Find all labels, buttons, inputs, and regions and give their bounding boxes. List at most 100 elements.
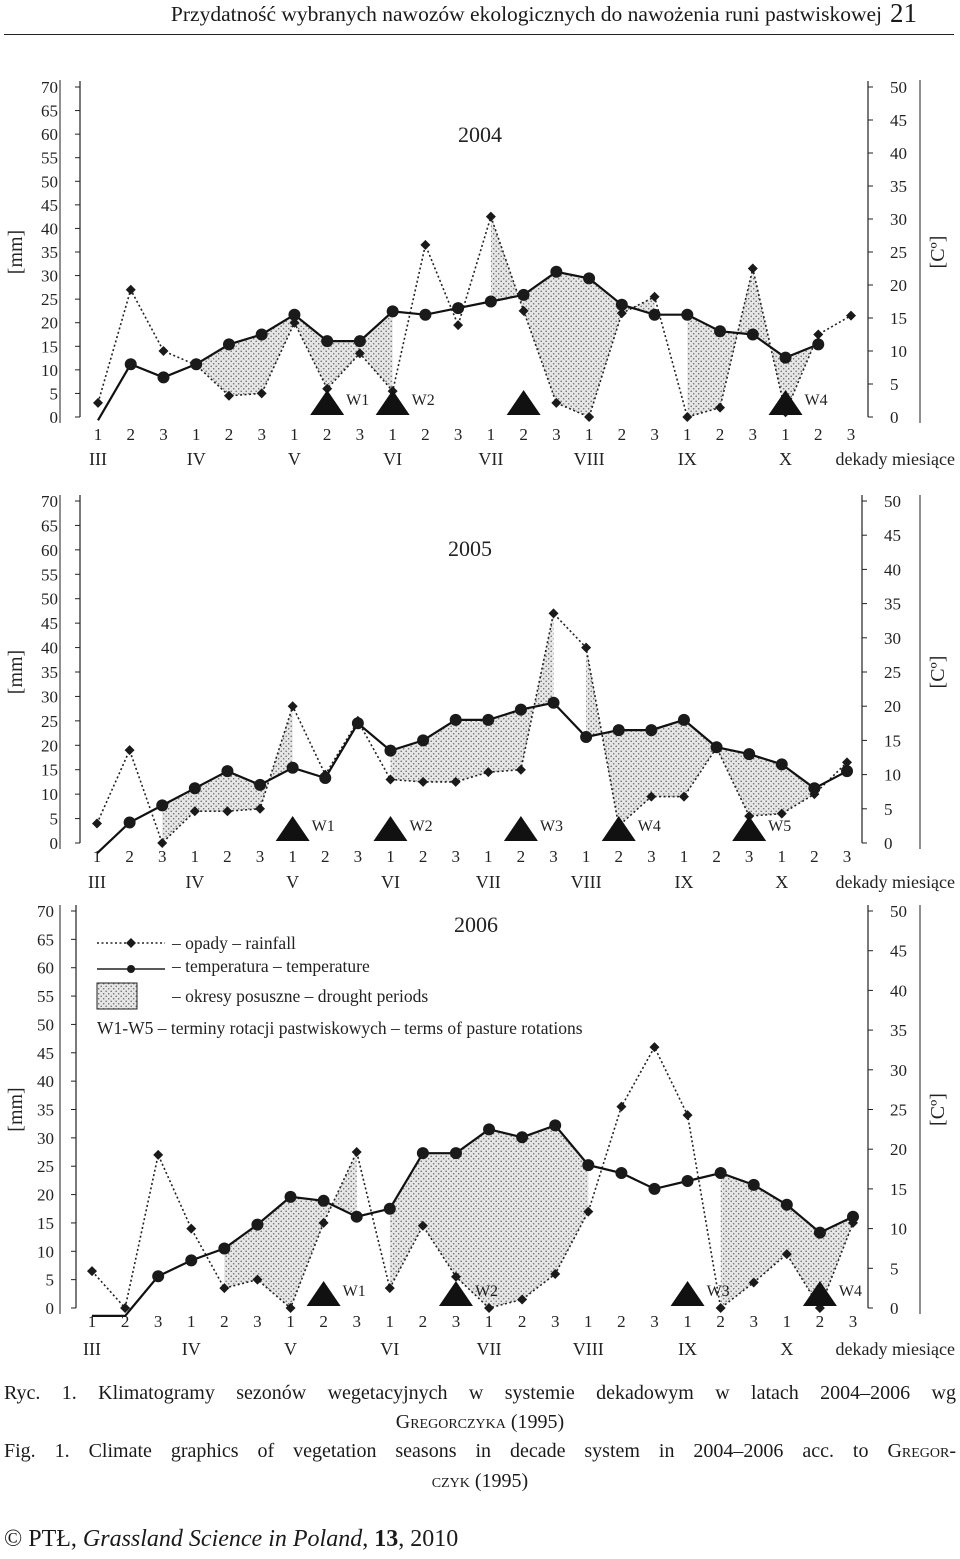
temperature-point xyxy=(612,724,625,737)
temperature-point xyxy=(841,765,853,778)
rotation-label: W2 xyxy=(412,392,435,409)
temperature-point xyxy=(549,1119,562,1132)
header-rule xyxy=(4,34,954,35)
rainfall-point xyxy=(678,791,689,802)
temperature-point xyxy=(582,1159,595,1172)
decade-label: 1 xyxy=(191,847,200,866)
rainfall-line xyxy=(91,1045,854,1310)
decade-label: 2 xyxy=(519,425,528,444)
rainfall-point xyxy=(781,1249,792,1260)
temperature-point xyxy=(157,371,170,384)
left-tick-label: 15 xyxy=(41,337,58,356)
rotation-label: W2 xyxy=(475,1283,498,1300)
temperature-point xyxy=(221,765,234,778)
left-tick-label: 5 xyxy=(50,810,59,829)
rainfall-point xyxy=(584,412,595,422)
rainfall-point xyxy=(682,1110,693,1121)
temperature-point xyxy=(483,1123,496,1136)
decade-label: 2 xyxy=(125,847,134,866)
rainfall-point xyxy=(616,1101,627,1112)
drought-period-4 xyxy=(752,268,819,413)
left-tick-label: 10 xyxy=(37,1242,54,1261)
rainfall-point xyxy=(157,838,168,848)
decade-label: 1 xyxy=(187,1312,196,1331)
triangle-icon xyxy=(670,1281,705,1306)
rainfall-point xyxy=(417,1220,428,1231)
left-tick-label: 60 xyxy=(41,541,58,560)
month-label: VIII xyxy=(573,1339,604,1359)
decade-label: 2 xyxy=(319,1312,328,1331)
axis-caption: dekady miesiące xyxy=(836,449,955,469)
right-tick-label: 20 xyxy=(884,697,901,716)
decade-label: 3 xyxy=(650,1312,659,1331)
month-label: IV xyxy=(185,872,204,892)
decade-label: 3 xyxy=(454,425,463,444)
temperature-point xyxy=(482,713,495,726)
triangle-icon xyxy=(768,390,803,415)
right-tick-label: 0 xyxy=(890,1299,899,1318)
left-tick-label: 35 xyxy=(41,243,58,262)
chart-2005: 0 5 10 15 20 25 30 35 40 45 50 55 60 65 70 0 5 10 15 20 25 30… xyxy=(5,492,955,892)
rotation-label: W3 xyxy=(707,1283,730,1300)
rainfall-point xyxy=(551,397,562,408)
page-number: 21 xyxy=(890,0,917,28)
decade-label: 2 xyxy=(126,425,135,444)
temperature-point xyxy=(648,1182,661,1195)
chart-title: 2004 xyxy=(458,122,502,147)
decade-label: 3 xyxy=(551,1312,560,1331)
temperature-point xyxy=(383,1202,396,1215)
legend-rainfall-marker xyxy=(126,938,136,948)
temperature-point xyxy=(710,741,723,754)
month-label: VIII xyxy=(571,872,602,892)
temperature-point xyxy=(813,1226,826,1239)
decade-label: 3 xyxy=(650,425,659,444)
decade-label: 1 xyxy=(584,1312,593,1331)
left-axis-unit: [mm] xyxy=(5,1087,27,1131)
decade-label: 1 xyxy=(386,847,395,866)
left-tick-label: 40 xyxy=(41,639,58,658)
month-label: X xyxy=(780,1339,793,1359)
temperature-point xyxy=(516,1131,529,1144)
rainfall-point xyxy=(420,239,431,250)
footer-volume: 13 xyxy=(374,1526,399,1552)
decade-label: 1 xyxy=(286,1312,295,1331)
temperature-point xyxy=(714,325,727,338)
right-tick-label: 15 xyxy=(890,1180,907,1199)
temperature-point xyxy=(746,328,759,341)
month-label: III xyxy=(88,872,106,892)
temperature-point xyxy=(681,308,694,321)
right-tick-label: 25 xyxy=(890,243,907,262)
right-tick-label: 0 xyxy=(890,408,899,427)
right-tick-label: 5 xyxy=(884,800,893,819)
month-label: X xyxy=(779,449,792,469)
decade-label: 3 xyxy=(154,1312,163,1331)
decade-label: 3 xyxy=(749,1312,758,1331)
temperature-point xyxy=(284,1190,297,1203)
decade-label: 2 xyxy=(223,847,232,866)
left-tick-label: 25 xyxy=(37,1157,54,1176)
left-axis-unit: [mm] xyxy=(5,650,27,694)
right-tick-label: 45 xyxy=(890,942,907,961)
month-label: III xyxy=(83,1339,101,1359)
left-tick-label: 55 xyxy=(37,987,54,1006)
triangle-icon xyxy=(375,390,410,415)
rainfall-point xyxy=(483,767,494,778)
rainfall-point xyxy=(186,1223,197,1234)
caption-pl-year: (1995) xyxy=(505,1411,565,1433)
chart-2006: 0 5 10 15 20 25 30 35 40 45 50 55 60 65 70 0 5 10 15 20 25 30… xyxy=(5,902,955,1359)
left-tick-label: 65 xyxy=(37,930,54,949)
decade-label: 2 xyxy=(323,425,332,444)
footer-journal: Grassland Science in Poland xyxy=(82,1526,363,1552)
left-tick-label: 50 xyxy=(41,590,58,609)
temperature-point xyxy=(218,1242,231,1255)
temperature-point xyxy=(185,1254,198,1267)
right-tick-label: 50 xyxy=(890,78,907,97)
caption-pl-line-2: Gregorczyka (1995) xyxy=(0,1411,960,1434)
decade-label: 1 xyxy=(582,847,591,866)
right-tick-label: 10 xyxy=(890,1220,907,1239)
right-tick-label: 0 xyxy=(884,834,893,853)
temperature-point xyxy=(419,308,432,321)
rainfall-point xyxy=(484,1303,495,1313)
left-tick-label: 70 xyxy=(37,902,54,921)
decade-label: 3 xyxy=(647,847,656,866)
